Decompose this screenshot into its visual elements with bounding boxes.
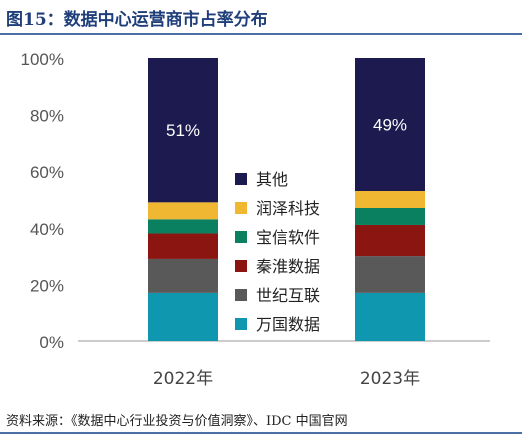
source-note: 资料来源：《数据中心行业投资与价值洞察》、IDC 中国官网 <box>6 414 348 429</box>
bar-segment <box>148 58 218 203</box>
legend-label: 宝信软件 <box>256 228 320 247</box>
legend-swatch <box>235 231 247 243</box>
legend-label: 秦淮数据 <box>256 257 320 276</box>
chart-area: 0% 20% 40% 60% 80% 100% 2022年 2023年 51% 49% 其他润泽科技… <box>0 35 522 405</box>
bar-segment <box>355 58 425 192</box>
legend-swatch <box>235 260 247 272</box>
bar-segment <box>355 256 425 293</box>
legend-swatch <box>235 202 247 214</box>
y-tick-label: 0% <box>39 333 64 352</box>
legend-swatch <box>235 289 247 301</box>
y-tick-label: 100% <box>21 50 64 69</box>
bar-segment <box>355 292 425 341</box>
stacked-bar-chart: 0% 20% 40% 60% 80% 100% 2022年 2023年 51% 49% 其他润泽科技… <box>21 50 490 389</box>
bar-segment <box>148 258 218 293</box>
y-tick-label: 60% <box>30 163 64 182</box>
legend-label: 万国数据 <box>256 315 320 334</box>
data-label: 49% <box>373 116 407 135</box>
legend-label: 世纪互联 <box>256 286 320 305</box>
legend-swatch <box>235 173 247 185</box>
title-bar: 图15：数据中心运营商市占率分布 <box>0 0 522 35</box>
bar-segment <box>355 224 425 257</box>
x-tick-label: 2023年 <box>360 369 420 389</box>
y-tick-label: 20% <box>30 276 64 295</box>
figure-title: 图15：数据中心运营商市占率分布 <box>6 10 268 30</box>
x-tick-label: 2022年 <box>153 369 213 389</box>
legend-label: 润泽科技 <box>256 199 320 218</box>
y-tick-label: 40% <box>30 220 64 239</box>
y-tick-label: 80% <box>30 107 64 126</box>
bar-segment <box>148 233 218 259</box>
legend-swatch <box>235 318 247 330</box>
legend-label: 其他 <box>256 170 288 189</box>
bar-segment <box>355 207 425 225</box>
bar-segment <box>148 202 218 220</box>
bar-segment <box>148 292 218 341</box>
data-label: 51% <box>166 121 200 140</box>
bar-segment <box>148 219 218 234</box>
bottom-rule <box>0 432 522 434</box>
bar-segment <box>355 191 425 208</box>
